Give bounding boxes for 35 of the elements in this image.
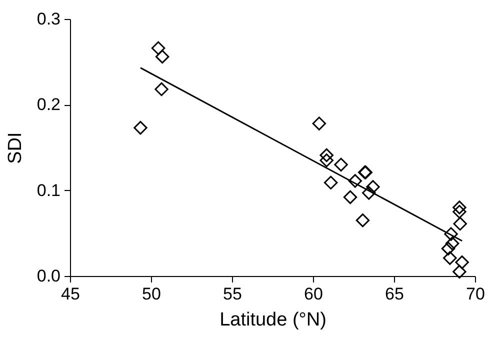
point bbox=[334, 158, 348, 172]
point bbox=[312, 116, 326, 130]
x-tick-label: 65 bbox=[385, 284, 404, 304]
y-tick-label: 0.1 bbox=[36, 180, 60, 200]
point bbox=[452, 264, 466, 279]
y-tick-label: 0.2 bbox=[36, 95, 60, 114]
point bbox=[366, 180, 380, 194]
point bbox=[452, 204, 466, 219]
point bbox=[348, 174, 362, 188]
point bbox=[445, 236, 460, 250]
y-axis-title: SDI bbox=[4, 132, 26, 164]
x-tick-label: 55 bbox=[223, 284, 242, 304]
point bbox=[324, 176, 338, 190]
x-tick-label: 50 bbox=[142, 284, 161, 304]
point bbox=[134, 120, 148, 135]
point bbox=[444, 227, 458, 241]
y-tick-label: 0.0 bbox=[36, 266, 60, 286]
point bbox=[441, 242, 456, 256]
point bbox=[151, 41, 166, 55]
point bbox=[343, 190, 358, 204]
point bbox=[362, 186, 376, 200]
point bbox=[320, 153, 334, 168]
x-tick-label: 45 bbox=[61, 284, 80, 304]
point bbox=[155, 50, 170, 64]
point bbox=[452, 200, 466, 214]
point bbox=[455, 255, 469, 270]
x-tick-label: 60 bbox=[304, 284, 323, 304]
x-axis-title: Latitude (°N) bbox=[220, 310, 326, 330]
point bbox=[453, 216, 467, 231]
point bbox=[154, 82, 168, 96]
point bbox=[356, 213, 370, 228]
point bbox=[443, 251, 457, 265]
y-tick-label: 0.3 bbox=[36, 10, 60, 28]
point bbox=[320, 148, 334, 162]
x-tick-label: 70 bbox=[466, 284, 485, 304]
